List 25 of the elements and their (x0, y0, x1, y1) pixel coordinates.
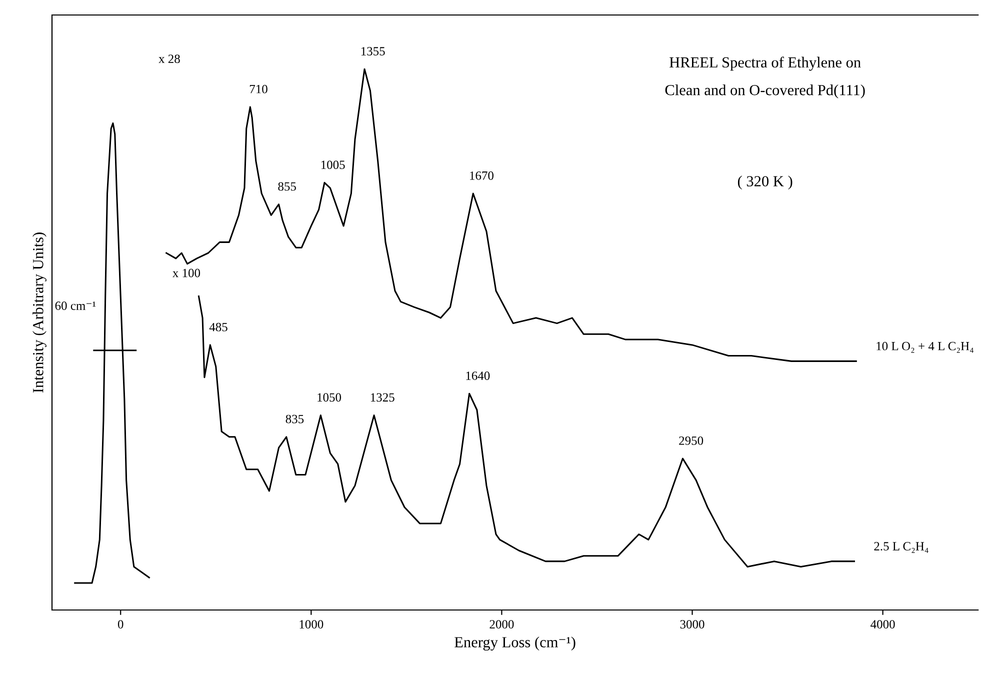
annotation: 710 (250, 84, 268, 94)
annotation: 1355 (361, 47, 385, 56)
x-tick-label: 0 (118, 620, 124, 629)
annotation: 1050 (318, 393, 342, 402)
x-tick-label: 4000 (870, 620, 895, 629)
annotation: 1325 (370, 393, 394, 402)
annotation: 2950 (679, 436, 704, 445)
chart-title: HREEL Spectra of Ethylene on Clean and on O-covered Pd(111) (665, 56, 865, 98)
annotation: x 100 (172, 268, 200, 278)
y-axis-title: Intensity (Arbitrary Units) (32, 232, 46, 393)
series-label: 2.5 L C₂H₄ (874, 542, 928, 553)
annotation: 855 (278, 182, 296, 191)
series-label: 10 L O₂ + 4 L C₂H₄ (876, 342, 974, 353)
x-tick-label: 2000 (490, 620, 514, 629)
annotation: 835 (286, 414, 304, 424)
text: ( 320 K ) (738, 176, 792, 190)
x-axis-title: Energy Loss (cm⁻¹) (454, 636, 576, 651)
text: x 28 (158, 54, 180, 64)
annotation: 1640 (466, 372, 490, 380)
annotation: 60 cm⁻¹ (55, 302, 96, 310)
x-tick-label: 1000 (300, 620, 324, 629)
annotation: 485 (209, 322, 228, 332)
annotation: 1005 (321, 160, 345, 170)
x-tick-label: 3000 (680, 620, 704, 629)
annotation: 1670 (470, 171, 494, 180)
